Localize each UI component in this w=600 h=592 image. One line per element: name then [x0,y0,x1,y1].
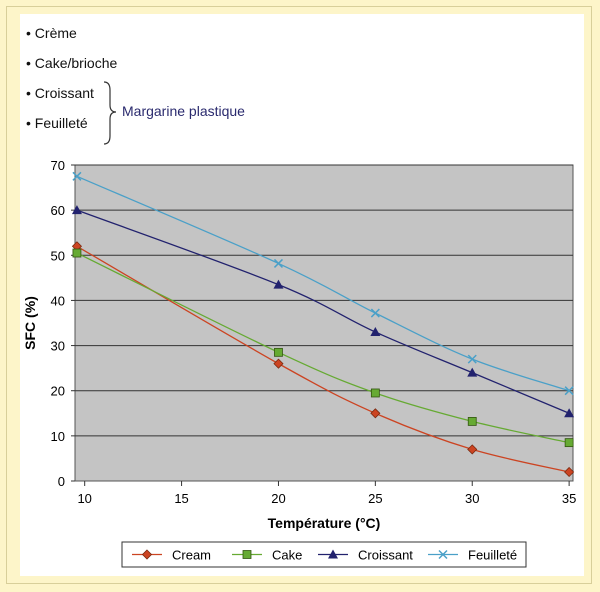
legend-marker [328,549,338,559]
y-tick-label: 40 [51,293,65,308]
legend-label: Feuilleté [468,548,517,563]
data-point-feuillete [72,171,82,181]
series-line-feuillete [76,175,570,392]
legend-marker [438,549,448,560]
note-item-2: • Cake/brioche [26,55,118,71]
data-point-cake [370,388,380,398]
note-item-1: • Crème [26,25,77,41]
x-axis-title: Température (°C) [268,515,381,531]
data-point-cream [564,466,575,478]
data-point-cream [467,444,478,455]
y-tick-label: 10 [51,429,65,444]
y-tick-label: 30 [51,339,65,354]
data-point-cream [273,358,284,369]
x-tick-label: 35 [562,491,576,506]
data-point-croissant [564,408,575,418]
series-line-croissant [76,209,570,414]
x-tick-label: 25 [368,491,382,506]
y-tick-label: 50 [51,248,65,263]
x-tick-label: 10 [77,491,91,506]
data-point-cake [467,417,477,426]
y-tick-label: 60 [51,203,65,218]
data-point-cake [72,248,82,258]
data-point-cake [274,347,283,357]
note-text: Crème [34,25,77,41]
data-point-cream [370,408,381,419]
data-point-croissant [370,327,381,337]
y-tick-label: 0 [58,474,65,489]
y-tick-label: 20 [51,384,65,399]
x-tick-label: 30 [465,491,479,506]
data-point-feuillete [370,308,380,318]
note-text: Feuilleté [34,115,88,131]
data-point-feuillete [273,258,283,268]
data-point-feuillete [564,386,574,396]
legend-label: Cream [172,548,211,563]
legend-label: Cake [272,548,302,563]
y-axis-title: SFC (%) [22,296,38,350]
y-tick-label: 70 [51,158,65,173]
legend-label: Croissant [358,548,413,563]
note-text: Cake/brioche [34,55,118,71]
group-label: Margarine plastique [122,103,245,119]
data-point-croissant [467,367,478,377]
x-tick-label: 20 [271,491,285,506]
data-point-cake [564,438,574,448]
plot-area [74,164,574,482]
group-brace [103,81,117,145]
x-tick-label: 15 [174,491,188,506]
series-line-cake [76,252,570,444]
legend-marker [242,550,252,559]
data-point-feuillete [467,354,477,364]
legend-marker [141,549,153,560]
data-point-croissant [71,205,82,215]
note-text: Croissant [34,85,94,101]
data-point-croissant [273,279,284,289]
note-item-4: • Feuilleté [26,115,88,131]
series-line-cream [76,245,570,473]
note-item-3: • Croissant [26,85,94,101]
